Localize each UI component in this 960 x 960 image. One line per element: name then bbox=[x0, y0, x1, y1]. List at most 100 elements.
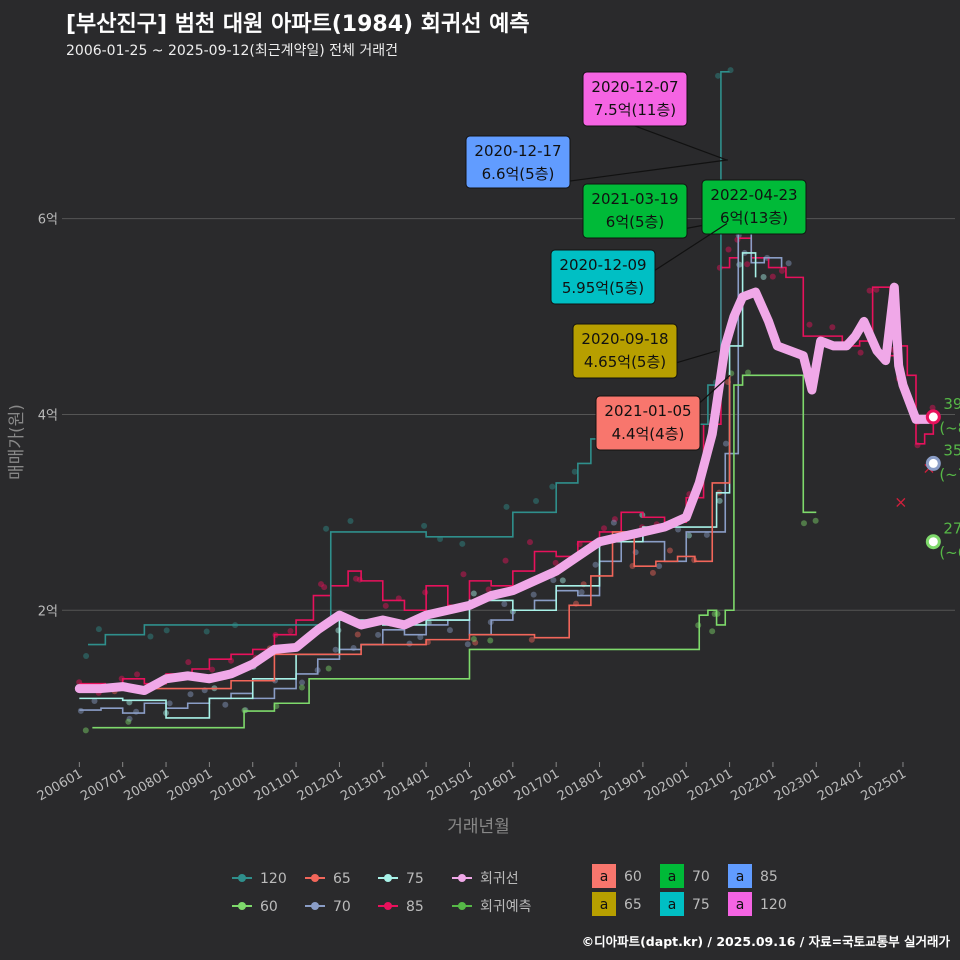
scatter-point-70 bbox=[550, 577, 557, 584]
series-line-65 bbox=[122, 375, 731, 690]
scatter-point-85 bbox=[873, 286, 880, 293]
x-tick-label: 201601 bbox=[468, 766, 518, 804]
x-tick-label: 201501 bbox=[425, 766, 475, 804]
end-label-area: (~70㎡) bbox=[939, 465, 960, 483]
legend-box-85 bbox=[728, 864, 752, 888]
scatter-point-85 bbox=[134, 671, 141, 678]
scatter-point-70 bbox=[610, 519, 617, 526]
legend-box-60 bbox=[592, 864, 616, 888]
scatter-point-70 bbox=[332, 646, 339, 653]
x-tick-label: 201701 bbox=[512, 766, 562, 804]
legend-box-glyph: a bbox=[600, 897, 609, 913]
x-axis-title: 거래년월 bbox=[447, 817, 510, 837]
scatter-point-65 bbox=[472, 639, 479, 646]
legend-box-label: 70 bbox=[692, 869, 710, 885]
scatter-point-70 bbox=[446, 627, 453, 634]
y-tick-label: 6억 bbox=[38, 213, 58, 228]
x-tick-label: 201801 bbox=[555, 766, 605, 804]
scatter-point-85 bbox=[601, 525, 608, 532]
annotation-box-5 bbox=[572, 323, 678, 379]
regression-line bbox=[74, 282, 934, 696]
scatter-point-85 bbox=[929, 404, 936, 411]
scatter-point-120 bbox=[503, 503, 510, 510]
scatter-point-85 bbox=[829, 324, 836, 331]
scatter-point-85 bbox=[526, 539, 533, 546]
scatter-point-70 bbox=[675, 526, 682, 533]
legend-dot-85 bbox=[384, 902, 392, 910]
end-label-area: (~85㎡) bbox=[939, 419, 960, 437]
scatter-point-85 bbox=[485, 586, 492, 593]
legend-dot-회귀선 bbox=[458, 874, 466, 882]
chart-subtitle: 2006-01-25 ~ 2025-09-12(최근계약일) 전체 거래건 bbox=[66, 43, 398, 59]
scatter-point-120 bbox=[533, 497, 540, 504]
scatter-point-75 bbox=[470, 590, 477, 597]
scatter-point-70 bbox=[406, 640, 413, 647]
scatter-point-120 bbox=[95, 626, 102, 633]
annotation-box-6 bbox=[595, 395, 701, 451]
scatter-point-70 bbox=[222, 701, 229, 708]
legend-box-75 bbox=[660, 892, 684, 916]
scatter-point-70 bbox=[126, 715, 133, 722]
legend-box-label: 85 bbox=[760, 869, 778, 885]
scatter-point-75 bbox=[736, 261, 743, 268]
scatter-point-85 bbox=[866, 287, 873, 294]
x-tick-label: 200601 bbox=[35, 766, 85, 804]
x-tick-label: 200801 bbox=[122, 766, 172, 804]
scatter-point-85 bbox=[353, 575, 360, 582]
scatter-point-70 bbox=[464, 641, 471, 648]
scatter-point-85 bbox=[460, 571, 467, 578]
scatter-point-60 bbox=[695, 622, 702, 629]
legend-box-glyph: a bbox=[736, 897, 745, 913]
scatter-point-75 bbox=[760, 274, 767, 281]
scatter-point-60 bbox=[812, 517, 819, 524]
legend-label: 65 bbox=[333, 871, 351, 887]
scatter-point-85 bbox=[778, 267, 785, 274]
end-label-value: 39,750 bbox=[943, 395, 960, 413]
scatter-point-120 bbox=[715, 72, 722, 79]
legend-box-label: 75 bbox=[692, 897, 710, 913]
scatter-point-70 bbox=[187, 691, 194, 698]
annotation-date: 2021-01-05 bbox=[604, 402, 691, 420]
scatter-point-60 bbox=[487, 637, 494, 644]
scatter-point-60 bbox=[470, 636, 477, 643]
annotation-value: 4.4억(4층) bbox=[612, 425, 685, 443]
scatter-point-85 bbox=[318, 581, 325, 588]
scatter-point-65 bbox=[354, 631, 361, 638]
scatter-point-85 bbox=[382, 602, 389, 609]
x-tick-label: 200701 bbox=[78, 766, 128, 804]
legend-box-70 bbox=[660, 864, 684, 888]
x-tick-label: 202001 bbox=[642, 766, 692, 804]
scatter-point-120 bbox=[83, 652, 90, 659]
end-marker-1 bbox=[925, 455, 941, 471]
annotation-value: 6억(13층) bbox=[720, 209, 788, 227]
scatter-point-70 bbox=[656, 563, 663, 570]
annotation-value: 5.95억(5층) bbox=[562, 279, 644, 297]
annotation-box-3 bbox=[701, 179, 807, 235]
scatter-point-70 bbox=[530, 591, 537, 598]
legend-box-label: 60 bbox=[624, 869, 642, 885]
scatter-point-70 bbox=[703, 531, 710, 538]
scatter-point-85 bbox=[769, 273, 776, 280]
annotation-value: 6억(5층) bbox=[606, 213, 664, 231]
scatter-point-70 bbox=[722, 440, 729, 447]
annotation-date: 2020-12-17 bbox=[474, 142, 561, 160]
x-tick-label: 201201 bbox=[295, 766, 345, 804]
legend-box-label: 120 bbox=[760, 897, 787, 913]
legend-label: 85 bbox=[406, 899, 424, 915]
scatter-point-85 bbox=[611, 516, 618, 523]
annotation-box-1 bbox=[465, 135, 571, 189]
scatter-point-85 bbox=[502, 557, 509, 564]
forecast-marker-0: × bbox=[894, 493, 907, 512]
scatter-point-70 bbox=[417, 634, 424, 641]
scatter-point-120 bbox=[571, 468, 578, 475]
annotation-box-0 bbox=[582, 71, 688, 127]
chart-title: [부산진구] 범천 대원 아파트(1984) 회귀선 예측 bbox=[66, 12, 530, 37]
y-tick-label: 2억 bbox=[38, 604, 58, 619]
scatter-point-120 bbox=[421, 522, 428, 529]
end-label-value: 35,000 bbox=[943, 441, 960, 459]
scatter-point-60 bbox=[325, 665, 332, 672]
annotation-date: 2021-03-19 bbox=[591, 190, 678, 208]
scatter-point-85 bbox=[185, 659, 192, 666]
scatter-point-120 bbox=[203, 628, 210, 635]
legend-dot-75 bbox=[384, 874, 392, 882]
